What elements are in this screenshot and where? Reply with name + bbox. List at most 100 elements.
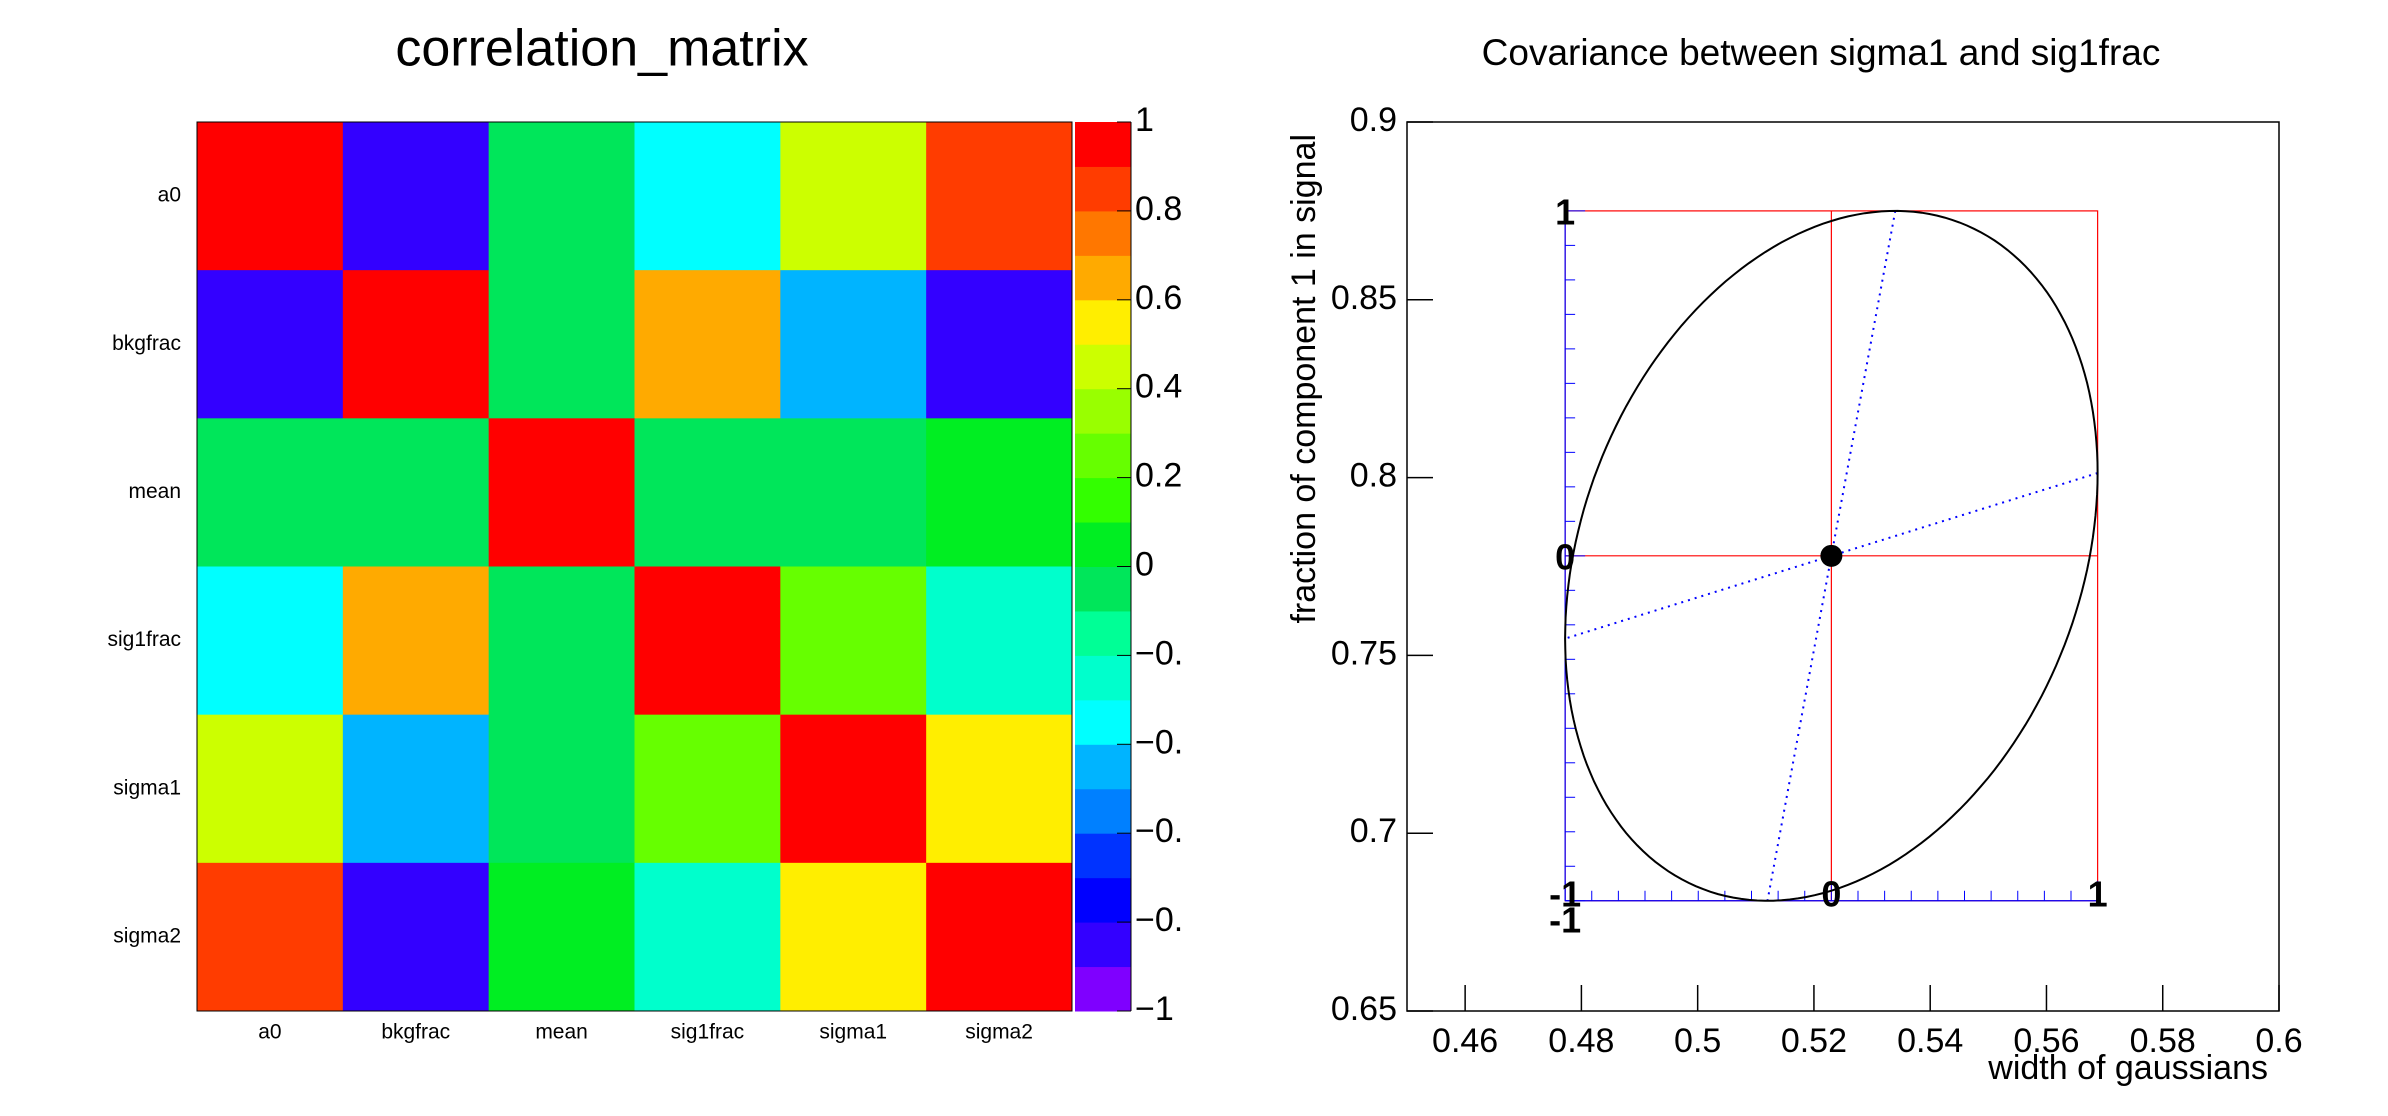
x-tick-label: 0.52 [1781,1022,1847,1060]
colorbar-swatch [1075,433,1131,479]
colorbar-swatch [1075,122,1131,167]
correlation-panel: correlation_matrix a0 bkgfrac mean sig1frac s… [107,20,1202,1044]
y-tick-label: a0 [158,184,181,207]
heatmap-cell [634,122,781,271]
colorbar-swatch [1075,522,1131,567]
heatmap-cell [780,270,927,419]
chart-title: correlation_matrix [395,20,808,78]
colorbar-swatch [1075,344,1131,390]
heatmap-cell [634,418,781,567]
y-tick-label: sigma1 [113,776,181,799]
heatmap-cell [634,270,781,419]
heatmap-cell [488,862,635,1012]
colorbar-swatch [1075,477,1131,523]
colorbar-swatch [1075,566,1131,612]
heatmap-cell [634,714,781,864]
x-tick-label: 0.5 [1674,1022,1721,1060]
colorbar-swatch [1075,166,1131,212]
heatmap-cell [342,122,490,271]
y-tick-label: sigma2 [113,924,181,947]
heatmap-cell [780,862,927,1012]
principal-axis [1564,472,2098,640]
x-tick-label: 0.54 [1897,1022,1963,1060]
heatmap-cell [926,862,1073,1012]
colorbar-tick-label: −0.2 [1135,634,1202,672]
heatmap-cell [926,122,1073,271]
heatmap-cell [488,418,635,567]
covariance-panel: Covariance between sigma1 and sig1frac 0.… [1285,32,2303,1087]
colorbar-swatch [1075,788,1131,834]
heatmap-cell [780,122,927,271]
covariance-ellipse [1564,209,2099,902]
colorbar-swatch [1075,699,1131,745]
colorbar-tick-label: 0.4 [1135,368,1182,406]
y-tick-label: 0.85 [1331,279,1397,317]
colorbar-swatch [1075,744,1131,790]
heatmap-cell [342,862,490,1012]
plot-frame [1406,121,2280,1012]
heatmap-cell [488,566,635,716]
y-axis-label: fraction of component 1 in signal [1285,134,1323,624]
colorbar-swatch [1075,210,1131,256]
y-tick-label: 0.7 [1350,812,1397,850]
heatmap-cell [926,418,1073,567]
heatmap-cell [342,566,490,716]
colorbar-labels: −1 −0.8 −0.6 −0.4 −0.2 0 0.2 0.4 0.6 0.8 1 [1135,101,1202,1028]
x-tick-label: sigma2 [965,1021,1033,1044]
heatmap-cell [342,270,490,419]
colorbar-swatch [1075,877,1131,923]
heatmap-cell [342,714,490,864]
colorbar-tick-label: 0.8 [1135,190,1182,228]
colorbar-swatch [1075,610,1131,656]
heatmap-cell [780,714,927,864]
heatmap-cell [634,566,781,716]
x-axis-label: width of gaussians [1987,1049,2268,1087]
heatmap-cell [197,566,344,716]
heatmap-cell [197,862,344,1012]
plot-frame [196,121,1073,1012]
colorbar-tick-label: −0.6 [1135,812,1202,850]
x-tick-label: sig1frac [671,1021,745,1044]
colorbar-swatch [1075,388,1131,434]
colorbar-swatch [1075,299,1131,345]
colorbar-swatch [1075,966,1131,1012]
inner-y-label: 1 [1555,191,1575,232]
x-tick-label: 0.46 [1432,1022,1498,1060]
heatmap-cell [926,566,1073,716]
y-tick-label: sig1frac [107,628,181,651]
heatmap-cell [926,270,1073,419]
y-tick-label: 0.9 [1350,101,1397,139]
heatmap-cell [197,122,344,271]
x-tick-label: mean [535,1021,588,1044]
chart-title: Covariance between sigma1 and sig1frac [1482,32,2161,73]
y-tick-label: 0.65 [1331,990,1397,1028]
colorbar-swatch [1075,833,1131,879]
colorbar-tick-label: −0.8 [1135,901,1202,939]
inner-y-label: -1 [1549,899,1581,940]
heatmap-cell [488,270,635,419]
y-tick-label: mean [128,480,181,503]
heatmap-cell [780,566,927,716]
colorbar-tick-label: −0.4 [1135,723,1202,761]
heatmap-cell [926,714,1073,864]
inner-x-label: 1 [2088,873,2108,914]
colorbar-tick-label: −1 [1135,990,1174,1028]
inner-x-label: -1 [1549,873,1581,914]
y-tick-label: 0.75 [1331,634,1397,672]
best-fit-point [1820,544,1843,567]
heatmap-cell [634,862,781,1012]
colorbar-tick-label: 0.2 [1135,457,1182,495]
colorbar-swatch [1075,255,1131,301]
y-tick-label: 0.8 [1350,457,1397,495]
x-tick-label: a0 [258,1021,281,1044]
heatmap-cell [488,714,635,864]
x-tick-label: sigma1 [819,1021,887,1044]
colorbar-tick-label: 0 [1135,545,1154,583]
y-tick-label: bkgfrac [112,332,181,355]
colorbar-swatch [1075,922,1131,968]
inner-x-label: 0 [1821,873,1841,914]
x-tick-label: 0.58 [2130,1022,2196,1060]
heatmap-cell [780,418,927,567]
